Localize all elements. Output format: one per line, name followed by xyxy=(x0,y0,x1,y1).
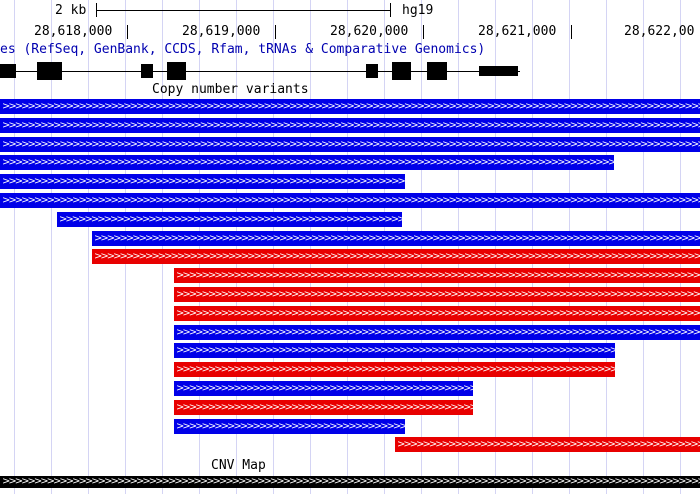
scale-bar xyxy=(96,10,391,11)
ruler-position: 28,622,00 xyxy=(624,24,695,39)
gene-exon xyxy=(167,62,186,80)
scale-bar-right-tick xyxy=(390,3,391,17)
gene-exon xyxy=(366,64,378,78)
cnv-bar-gain[interactable] xyxy=(0,136,700,152)
cnv-bar-loss[interactable] xyxy=(174,287,700,302)
ruler-position: 28,618,000 xyxy=(34,24,113,39)
grid-line xyxy=(51,0,52,494)
grid-line xyxy=(606,0,607,494)
grid-line xyxy=(199,0,200,494)
cnv-bar-loss[interactable] xyxy=(174,305,700,321)
gene-track-label[interactable]: es (RefSeq, GenBank, CCDS, Rfam, tRNAs &… xyxy=(0,42,486,57)
grid-line xyxy=(125,0,126,494)
cnv-bar-loss[interactable] xyxy=(174,268,700,284)
cnv-bar-gain[interactable] xyxy=(0,155,614,171)
cnv-bar-gain[interactable] xyxy=(0,117,700,133)
cnv-bar-gain[interactable] xyxy=(174,324,700,340)
cnv-track-label[interactable]: Copy number variants xyxy=(152,82,309,97)
cnv-map-bar[interactable] xyxy=(0,476,700,488)
scale-label: 2 kb xyxy=(55,3,87,18)
cnv-bar-gain[interactable] xyxy=(0,99,700,114)
grid-line xyxy=(569,0,570,494)
ruler-position: 28,621,000 xyxy=(478,24,557,39)
cnv-bar-gain[interactable] xyxy=(0,193,700,208)
ruler-position: 28,620,000 xyxy=(330,24,409,39)
grid-line xyxy=(273,0,274,494)
cnv-bar-gain[interactable] xyxy=(57,211,402,227)
gene-exon xyxy=(0,64,16,78)
gene-utr xyxy=(479,66,518,76)
grid-line xyxy=(384,0,385,494)
grid-line xyxy=(310,0,311,494)
cnv-map-label[interactable]: CNV Map xyxy=(211,458,266,473)
grid-line xyxy=(14,0,15,494)
cnv-bar-loss[interactable] xyxy=(92,249,700,265)
grid-line xyxy=(680,0,681,494)
grid-line xyxy=(88,0,89,494)
cnv-bar-gain[interactable] xyxy=(174,343,615,359)
gene-intron-line xyxy=(0,71,520,72)
gene-exon xyxy=(392,62,411,80)
cnv-bar-gain[interactable] xyxy=(174,381,473,396)
ruler-position: 28,619,000 xyxy=(182,24,261,39)
ruler-tick xyxy=(423,25,424,39)
grid-line xyxy=(532,0,533,494)
cnv-bar-gain[interactable] xyxy=(174,418,405,434)
cnv-bar-gain[interactable] xyxy=(92,230,700,246)
grid-line xyxy=(458,0,459,494)
cnv-bar-loss[interactable] xyxy=(174,399,473,415)
grid-line xyxy=(495,0,496,494)
grid-line xyxy=(162,0,163,494)
gene-exon xyxy=(37,62,62,80)
grid-line xyxy=(643,0,644,494)
gene-exon xyxy=(141,64,153,78)
cnv-bar-loss[interactable] xyxy=(174,362,615,378)
cnv-bar-gain[interactable] xyxy=(0,174,405,190)
assembly-label: hg19 xyxy=(402,3,434,18)
cnv-bar-loss[interactable] xyxy=(395,437,700,453)
ruler-tick xyxy=(275,25,276,39)
ruler-tick xyxy=(571,25,572,39)
gene-exon xyxy=(427,62,447,80)
ruler-tick xyxy=(127,25,128,39)
grid-line xyxy=(236,0,237,494)
grid-line xyxy=(347,0,348,494)
grid-line xyxy=(421,0,422,494)
